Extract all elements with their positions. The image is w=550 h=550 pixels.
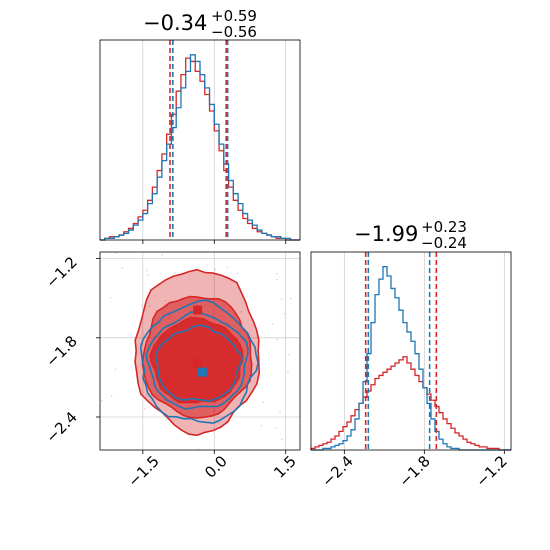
title-x-value: −0.34 (143, 11, 207, 35)
contour-y-tick-labels: −1.2 −1.8 −2.4 (42, 253, 80, 446)
y-tick-label-1: −1.2 (42, 253, 80, 291)
scatter-point (280, 438, 283, 440)
histogram-red (310, 356, 511, 451)
title-x-upper: +0.59 (211, 7, 257, 25)
x-tick-label-2: 0.0 (201, 452, 231, 482)
scatter-point (276, 272, 278, 275)
title-y-upper: +0.23 (421, 218, 467, 236)
scatter-point (145, 269, 148, 272)
scatter-point (288, 353, 290, 356)
y-tick-label-2: −1.8 (42, 332, 80, 370)
histogram-panel-y (310, 251, 512, 454)
hy-tick-label-2: −1.8 (395, 452, 433, 490)
scatter-point (262, 401, 265, 403)
marker-red (193, 358, 203, 368)
scatter-point (109, 296, 112, 299)
contour-panel (96, 251, 301, 454)
title-y-lower: −0.24 (421, 234, 467, 252)
scatter-point (214, 268, 217, 271)
scatter-point (110, 395, 113, 397)
scatter-point (143, 407, 146, 410)
histogram-blue (311, 266, 511, 451)
scatter-point (173, 272, 176, 274)
scatter-point (287, 370, 289, 373)
title-x-lower: −0.56 (211, 23, 257, 41)
y-tick-label-3: −2.4 (42, 408, 80, 446)
marker-blue (197, 367, 207, 377)
scatter-point (280, 298, 283, 301)
x-tick-label-3: 1.5 (270, 452, 300, 482)
title-hist-y: −1.99 +0.23 −0.24 (354, 218, 467, 252)
scatter-point (260, 424, 263, 427)
hy-tick-label-1: −2.4 (318, 452, 356, 490)
scatter-point (276, 338, 279, 341)
hist-y-x-tick-labels: −2.4 −1.8 −1.2 (318, 452, 510, 490)
scatter-point (283, 312, 286, 315)
title-hist-x: −0.34 +0.59 −0.56 (143, 7, 257, 41)
marker-red (193, 305, 203, 315)
scatter-point (290, 297, 292, 300)
blue-contour-0.99 (139, 299, 259, 424)
hy-tick-label-3: −1.2 (472, 452, 510, 490)
scatter-point (226, 266, 229, 269)
scatter-point (114, 368, 117, 371)
scatter-point (236, 272, 239, 274)
scatter-point (274, 427, 277, 429)
x-tick-label-1: −1.5 (124, 452, 162, 490)
histogram-panel-x (99, 39, 301, 244)
blue-contour-0.86 (145, 311, 249, 410)
contour-x-tick-labels: −1.5 0.0 1.5 (124, 452, 299, 490)
title-y-value: −1.99 (354, 222, 418, 246)
scatter-point (279, 411, 281, 414)
scatter-point (275, 278, 278, 281)
blue-contour-0.39 (154, 324, 244, 403)
scatter-point (165, 418, 168, 421)
scatter-point (217, 421, 220, 424)
scatter-point (271, 323, 274, 326)
panel-frame (99, 251, 301, 451)
scatter-point (121, 267, 123, 269)
scatter-point (141, 304, 143, 307)
panel-frame (99, 39, 301, 241)
panel-frame (310, 251, 512, 451)
scatter-point (148, 305, 151, 307)
histogram-red (100, 57, 300, 241)
scatter-point (165, 300, 167, 302)
scatter-point (101, 400, 103, 402)
scatter-point (161, 254, 164, 256)
scatter-point (240, 310, 243, 313)
scatter-point (146, 274, 149, 277)
histogram-blue (100, 54, 300, 241)
contour-plot-area (100, 252, 292, 450)
